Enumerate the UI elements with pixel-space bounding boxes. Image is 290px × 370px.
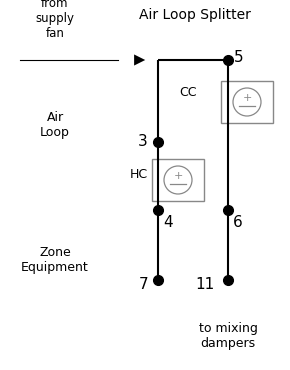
Bar bbox=[152, 159, 204, 201]
Text: from
supply
fan: from supply fan bbox=[35, 0, 75, 40]
Text: Zone
Equipment: Zone Equipment bbox=[21, 246, 89, 274]
Text: 5: 5 bbox=[234, 50, 244, 64]
Bar bbox=[221, 81, 273, 123]
Text: 3: 3 bbox=[138, 135, 148, 149]
Text: 6: 6 bbox=[233, 215, 243, 230]
Text: 4: 4 bbox=[163, 215, 173, 230]
Text: +: + bbox=[173, 171, 183, 181]
Text: HC: HC bbox=[130, 168, 148, 182]
Text: Air Loop Splitter: Air Loop Splitter bbox=[139, 8, 251, 22]
Text: to mixing
dampers: to mixing dampers bbox=[199, 322, 258, 350]
Text: CC: CC bbox=[180, 85, 197, 98]
Text: +: + bbox=[242, 93, 252, 103]
Text: 11: 11 bbox=[196, 277, 215, 292]
Text: Air
Loop: Air Loop bbox=[40, 111, 70, 139]
Text: 7: 7 bbox=[138, 277, 148, 292]
